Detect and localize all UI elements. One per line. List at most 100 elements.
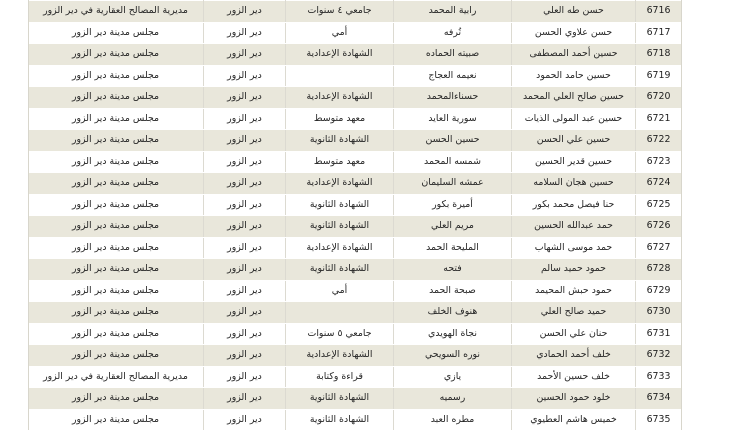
cell-mother: مطره العبد bbox=[393, 408, 512, 430]
table-row[interactable]: 6720 حسين صالح العلي المحمد حسناءالمحمد الش… bbox=[28, 86, 682, 109]
table-row[interactable]: 6731 حنان علي الحسن نجاة الهويدي جامعي ٥ سن… bbox=[28, 322, 682, 345]
table-row[interactable]: 6718 حسين أحمد المصطفى صبيته الحماده الشهاد… bbox=[28, 43, 682, 66]
table-row[interactable]: 6728 حمود حميد سالم فتحه الشهادة الثانوية دي… bbox=[28, 258, 682, 281]
cell-name: خلود حمود الحسين bbox=[511, 387, 636, 410]
table-row[interactable]: 6730 حميد صالح العلي هنوف الخلف دير الزور مج… bbox=[28, 301, 682, 324]
table-row[interactable]: 6733 خلف حسين الأحمد يازي قراءة وكتابة دير ا… bbox=[28, 365, 682, 388]
cell-authority: مجلس مدينة دير الزور bbox=[28, 387, 204, 410]
cell-education: أمي bbox=[285, 279, 394, 302]
records-table-body: 6716 حسن طه العلي رابية المحمد جامعي ٤ سنوا… bbox=[28, 0, 682, 430]
cell-name: حسين أحمد المصطفى bbox=[511, 43, 636, 66]
cell-mother: حسين الحسن bbox=[393, 129, 512, 152]
cell-id: 6722 bbox=[635, 129, 682, 152]
cell-id: 6728 bbox=[635, 258, 682, 281]
cell-city: دير الزور bbox=[203, 279, 286, 302]
records-table: 6716 حسن طه العلي رابية المحمد جامعي ٤ سنوا… bbox=[28, 0, 682, 430]
cell-id: 6730 bbox=[635, 301, 682, 324]
table-row[interactable]: 6723 حسين قدير الحسين شمسه المحمد معهد متوس… bbox=[28, 150, 682, 173]
table-row[interactable]: 6716 حسن طه العلي رابية المحمد جامعي ٤ سنوا… bbox=[28, 0, 682, 23]
cell-education: الشهادة الإعدادية bbox=[285, 43, 394, 66]
cell-authority: مجلس مدينة دير الزور bbox=[28, 150, 204, 173]
cell-authority: مجلس مدينة دير الزور bbox=[28, 258, 204, 281]
cell-id: 6716 bbox=[635, 0, 682, 23]
cell-name: خميس هاشم العطيوي bbox=[511, 408, 636, 430]
cell-authority: مجلس مدينة دير الزور bbox=[28, 236, 204, 259]
cell-city: دير الزور bbox=[203, 258, 286, 281]
table-row[interactable]: 6722 حسين علي الحسن حسين الحسن الشهادة الثا… bbox=[28, 129, 682, 152]
table-row[interactable]: 6727 حمد موسى الشهاب المليحة الحمد الشهادة … bbox=[28, 236, 682, 259]
cell-city: دير الزور bbox=[203, 365, 286, 388]
table-row[interactable]: 6719 حسين حامد الحمود نعيمه العجاج دير الزو… bbox=[28, 64, 682, 87]
cell-mother: صبحة الحمد bbox=[393, 279, 512, 302]
cell-mother: نجاة الهويدي bbox=[393, 322, 512, 345]
cell-authority: مديرية المصالح العقارية في دير الزور bbox=[28, 365, 204, 388]
cell-city: دير الزور bbox=[203, 387, 286, 410]
cell-name: حسين صالح العلي المحمد bbox=[511, 86, 636, 109]
cell-id: 6720 bbox=[635, 86, 682, 109]
cell-education bbox=[285, 301, 394, 324]
cell-name: خلف حسين الأحمد bbox=[511, 365, 636, 388]
cell-education: جامعي ٤ سنوات bbox=[285, 0, 394, 23]
table-row[interactable]: 6725 حنا فيصل محمد بكور أميرة بكور الشهادة … bbox=[28, 193, 682, 216]
cell-mother: حسناءالمحمد bbox=[393, 86, 512, 109]
cell-name: حمد موسى الشهاب bbox=[511, 236, 636, 259]
cell-mother: هنوف الخلف bbox=[393, 301, 512, 324]
cell-id: 6733 bbox=[635, 365, 682, 388]
cell-authority: مجلس مدينة دير الزور bbox=[28, 43, 204, 66]
cell-authority: مجلس مدينة دير الزور bbox=[28, 107, 204, 130]
cell-city: دير الزور bbox=[203, 21, 286, 44]
cell-mother: نوره السويحي bbox=[393, 344, 512, 367]
cell-education: الشهادة الثانوية bbox=[285, 193, 394, 216]
cell-city: دير الزور bbox=[203, 193, 286, 216]
cell-id: 6735 bbox=[635, 408, 682, 430]
table-row[interactable]: 6717 حسن علاوي الحسن تُرفه أمي دير الزور مجلس… bbox=[28, 21, 682, 44]
cell-education: الشهادة الثانوية bbox=[285, 129, 394, 152]
cell-name: حميد صالح العلي bbox=[511, 301, 636, 324]
cell-authority: مجلس مدينة دير الزور bbox=[28, 279, 204, 302]
cell-name: حسين هجان السلامه bbox=[511, 172, 636, 195]
cell-city: دير الزور bbox=[203, 215, 286, 238]
cell-id: 6734 bbox=[635, 387, 682, 410]
table-row[interactable]: 6729 حمود حبش المحيمد صبحة الحمد أمي دير الز… bbox=[28, 279, 682, 302]
cell-name: حسن علاوي الحسن bbox=[511, 21, 636, 44]
cell-mother: مريم العلي bbox=[393, 215, 512, 238]
cell-authority: مجلس مدينة دير الزور bbox=[28, 301, 204, 324]
cell-education: الشهادة الثانوية bbox=[285, 408, 394, 430]
cell-name: حسين عبد المولى الذيات bbox=[511, 107, 636, 130]
cell-id: 6727 bbox=[635, 236, 682, 259]
cell-education: الشهادة الثانوية bbox=[285, 387, 394, 410]
cell-authority: مجلس مدينة دير الزور bbox=[28, 129, 204, 152]
cell-education: أمي bbox=[285, 21, 394, 44]
cell-mother: سورية العايد bbox=[393, 107, 512, 130]
cell-name: حسين علي الحسن bbox=[511, 129, 636, 152]
cell-education: معهد متوسط bbox=[285, 150, 394, 173]
table-row[interactable]: 6721 حسين عبد المولى الذيات سورية العايد مع… bbox=[28, 107, 682, 130]
cell-mother: رسميه bbox=[393, 387, 512, 410]
cell-mother: تُرفه bbox=[393, 21, 512, 44]
cell-authority: مجلس مدينة دير الزور bbox=[28, 21, 204, 44]
cell-education: الشهادة الإعدادية bbox=[285, 172, 394, 195]
cell-city: دير الزور bbox=[203, 408, 286, 430]
table-row[interactable]: 6726 حمد عبدالله الحسين مريم العلي الشهادة … bbox=[28, 215, 682, 238]
cell-id: 6729 bbox=[635, 279, 682, 302]
cell-authority: مديرية المصالح العقارية في دير الزور bbox=[28, 0, 204, 23]
cell-name: حنان علي الحسن bbox=[511, 322, 636, 345]
cell-id: 6721 bbox=[635, 107, 682, 130]
cell-id: 6723 bbox=[635, 150, 682, 173]
table-row[interactable]: 6724 حسين هجان السلامه عمشه السليمان الشهاد… bbox=[28, 172, 682, 195]
cell-city: دير الزور bbox=[203, 0, 286, 23]
table-row[interactable]: 6732 خلف أحمد الحمادي نوره السويحي الشهادة … bbox=[28, 344, 682, 367]
table-row[interactable]: 6734 خلود حمود الحسين رسميه الشهادة الثانوي… bbox=[28, 387, 682, 410]
cell-name: حمد عبدالله الحسين bbox=[511, 215, 636, 238]
cell-mother: يازي bbox=[393, 365, 512, 388]
cell-id: 6719 bbox=[635, 64, 682, 87]
table-row[interactable]: 6735 خميس هاشم العطيوي مطره العبد الشهادة ا… bbox=[28, 408, 682, 430]
cell-city: دير الزور bbox=[203, 172, 286, 195]
cell-education: الشهادة الثانوية bbox=[285, 258, 394, 281]
cell-name: حنا فيصل محمد بكور bbox=[511, 193, 636, 216]
cell-id: 6732 bbox=[635, 344, 682, 367]
cell-id: 6717 bbox=[635, 21, 682, 44]
cell-name: حسين حامد الحمود bbox=[511, 64, 636, 87]
cell-education: الشهادة الإعدادية bbox=[285, 236, 394, 259]
